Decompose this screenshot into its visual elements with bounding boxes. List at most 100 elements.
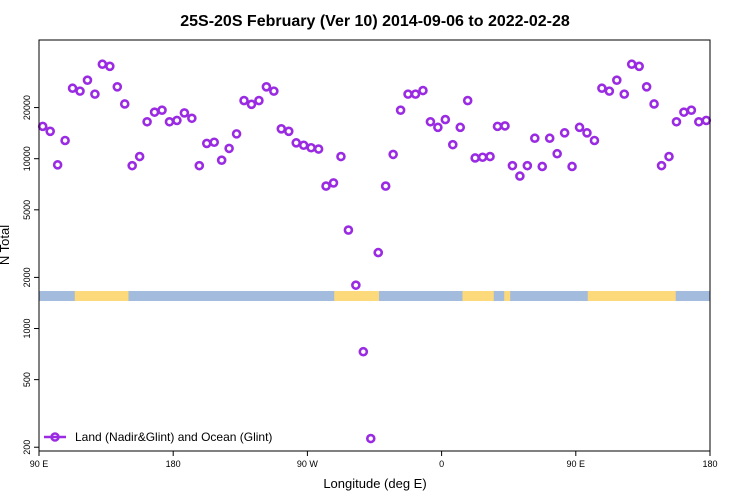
data-point	[500, 121, 510, 131]
data-point	[194, 160, 205, 171]
land-region-0	[74, 291, 129, 301]
data-point	[60, 135, 70, 146]
data-point	[589, 135, 600, 146]
data-point	[380, 181, 391, 191]
y-tick-label: 2000	[22, 267, 32, 287]
data-point	[664, 151, 674, 162]
data-point	[410, 89, 421, 99]
data-point	[485, 151, 495, 162]
data-point	[343, 225, 354, 235]
legend-label: Land (Nadir&Glint) and Ocean (Glint)	[75, 430, 272, 444]
data-point	[105, 61, 115, 72]
data-point	[351, 280, 361, 290]
data-point	[612, 75, 622, 85]
data-point	[112, 82, 123, 92]
data-point	[559, 128, 570, 138]
data-point	[455, 122, 466, 133]
x-axis-label: Longitude (deg E)	[323, 476, 426, 491]
data-point	[328, 178, 339, 188]
data-point	[365, 433, 376, 444]
data-point	[216, 155, 227, 165]
data-point	[656, 160, 667, 171]
data-point	[67, 83, 78, 94]
x-tick-label: 90 E	[567, 459, 586, 469]
data-point	[142, 116, 152, 127]
land-region-4	[587, 291, 676, 301]
legend-marker	[50, 432, 60, 442]
data-point	[231, 129, 242, 139]
data-point	[649, 99, 659, 109]
data-point	[641, 82, 652, 92]
x-tick-label: 90 E	[30, 459, 49, 469]
data-point	[634, 61, 644, 72]
data-point	[686, 105, 697, 116]
data-point	[224, 143, 234, 154]
data-point	[313, 144, 324, 154]
y-axis-ticks: 200 500 1000 2000 5000 10000 20000	[22, 95, 39, 455]
y-tick-label: 500	[22, 372, 32, 387]
x-tick-label: 180	[166, 459, 181, 469]
y-tick-label: 10000	[22, 146, 32, 171]
data-point	[373, 247, 384, 258]
chart-title: 25S-20S February (Ver 10) 2014-09-06 to …	[180, 13, 570, 30]
data-point	[321, 181, 331, 191]
y-tick-label: 200	[22, 440, 32, 455]
data-point	[261, 82, 272, 92]
data-point	[537, 161, 548, 172]
data-point	[269, 86, 279, 96]
data-point	[246, 99, 257, 110]
data-point	[574, 122, 585, 133]
data-point	[395, 105, 406, 116]
data-point	[283, 126, 294, 137]
data-point	[619, 89, 630, 99]
data-point	[567, 161, 577, 172]
data-point	[52, 160, 63, 170]
data-point	[433, 122, 443, 133]
x-axis-ticks: 90 E 180 90 W 0 90 E 180	[30, 451, 718, 469]
data-point	[671, 116, 682, 127]
data-point	[544, 133, 555, 144]
data-point	[187, 113, 197, 124]
data-point	[447, 139, 458, 150]
x-tick-label: 180	[702, 459, 717, 469]
data-point	[45, 126, 55, 137]
map-band	[39, 291, 710, 301]
plot-frame	[38, 39, 711, 452]
data-point	[507, 160, 518, 171]
data-points	[37, 59, 712, 444]
data-point	[529, 133, 540, 144]
y-axis-label: N Total	[0, 225, 12, 265]
data-point	[209, 137, 220, 148]
data-point	[425, 116, 436, 127]
data-point	[597, 83, 607, 94]
data-point	[172, 115, 182, 126]
data-point	[134, 151, 145, 162]
data-point	[515, 171, 525, 181]
data-point	[462, 95, 473, 106]
y-tick-label: 5000	[22, 200, 32, 220]
y-tick-label: 1000	[22, 319, 32, 339]
data-point	[388, 149, 398, 160]
data-point	[119, 99, 130, 109]
land-region-3	[504, 291, 511, 301]
land-region-2	[462, 291, 494, 301]
data-point	[157, 105, 167, 116]
data-point	[254, 95, 264, 106]
data-point	[336, 151, 346, 162]
data-point	[604, 86, 615, 96]
x-tick-label: 90 W	[297, 459, 319, 469]
x-tick-label: 0	[439, 459, 444, 469]
data-point	[418, 85, 428, 96]
data-point	[440, 114, 451, 125]
legend: Land (Nadir&Glint) and Ocean (Glint)	[44, 430, 272, 444]
data-point	[179, 108, 190, 118]
data-point	[552, 148, 562, 159]
data-point	[239, 95, 249, 106]
data-point	[82, 75, 93, 85]
data-point	[522, 160, 533, 171]
data-point	[75, 86, 85, 96]
y-tick-label: 20000	[22, 95, 32, 120]
land-region-1	[334, 291, 379, 301]
data-point	[358, 346, 369, 357]
